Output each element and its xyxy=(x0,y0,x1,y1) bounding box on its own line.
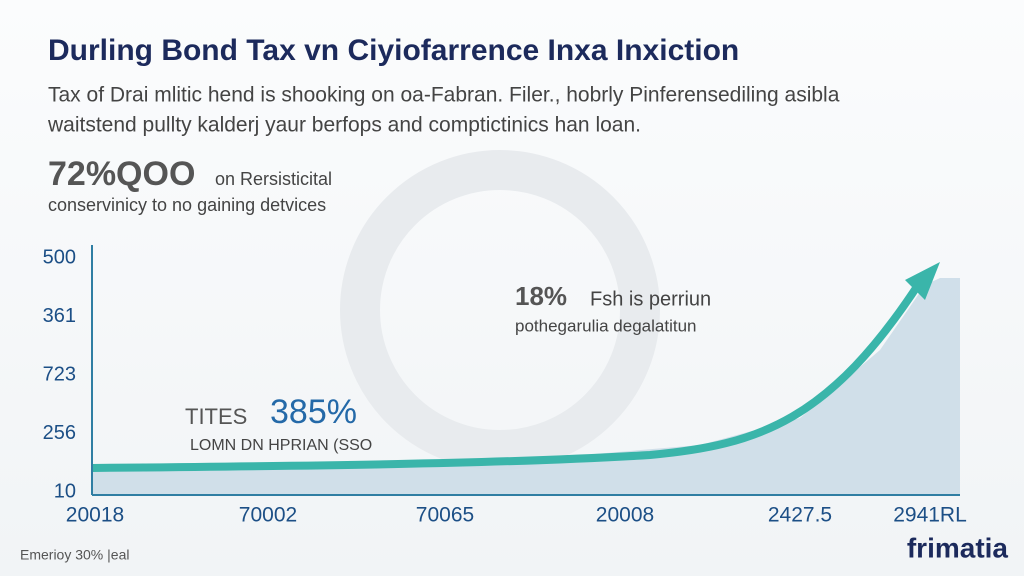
annotation-value: 385% xyxy=(270,393,357,431)
annotation-label: Fsh is perriun xyxy=(590,288,711,310)
x-label: 70065 xyxy=(416,504,474,527)
watermark xyxy=(340,150,660,470)
annotation-caption: LOMN DN HPRIAN (SSO xyxy=(190,437,372,454)
x-label: 70002 xyxy=(239,504,297,527)
stat-caption: conservinicy to no gaining detvices xyxy=(48,195,326,215)
subtitle: Tax of Drai mlitic hend is shooking on o… xyxy=(48,84,840,107)
annotation-prefix: TITES xyxy=(185,404,247,429)
x-label: 20018 xyxy=(66,504,124,527)
y-labels: 500 361 723 256 10 xyxy=(43,246,76,502)
footer-note: Emerioy 30% |eal xyxy=(20,547,129,563)
title: Durling Bond Tax vn Ciyiofarrence Inxa I… xyxy=(48,34,739,67)
annotation-caption: pothegarulia degalatitun xyxy=(515,316,696,335)
x-labels: 20018 70002 70065 20008 2427.5 2941RL xyxy=(66,504,967,527)
stat-label: on Rersisticital xyxy=(215,169,332,189)
x-label: 20008 xyxy=(596,504,654,527)
annotation-value: 18% xyxy=(515,281,567,311)
brand: frimatia xyxy=(907,532,1009,563)
y-label: 500 xyxy=(43,246,76,268)
y-label: 723 xyxy=(43,363,76,385)
y-label: 361 xyxy=(43,305,76,327)
y-label: 10 xyxy=(54,480,76,502)
stat-value: 72%QOO xyxy=(48,155,195,193)
trend-curve xyxy=(91,279,924,472)
y-label: 256 xyxy=(43,422,76,444)
x-label: 2427.5 xyxy=(768,504,832,527)
x-label: 2941RL xyxy=(893,504,967,527)
arrow-head xyxy=(905,262,940,300)
subtitle: waitstend pullty kalderj yaur berfops an… xyxy=(47,114,641,137)
